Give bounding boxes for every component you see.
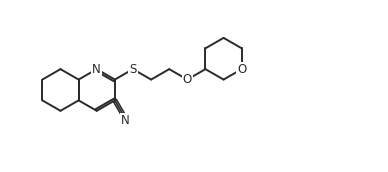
Text: N: N <box>121 114 130 127</box>
Text: N: N <box>92 63 101 76</box>
Text: O: O <box>183 73 192 86</box>
Text: S: S <box>129 63 137 76</box>
Text: O: O <box>237 63 246 76</box>
